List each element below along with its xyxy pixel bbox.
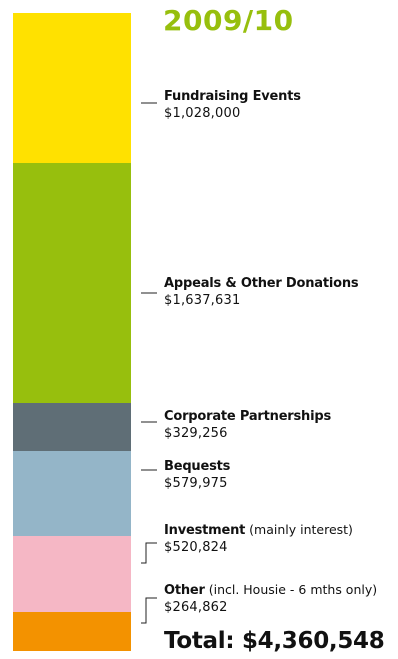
segment-name: Fundraising Events (164, 89, 301, 104)
segment-label: Investment (mainly interest) $520,824 (164, 521, 353, 556)
segment-label: Other (incl. Housie - 6 mths only) $264,8… (164, 581, 377, 616)
bar-segment (13, 403, 131, 452)
segment-value: $579,975 (164, 476, 228, 491)
segment-name: Other (164, 583, 205, 598)
bar-segment (13, 163, 131, 403)
segment-note: (mainly interest) (245, 522, 353, 537)
segment-name: Bequests (164, 459, 231, 474)
bar-segment (13, 13, 131, 164)
stacked-income-bar (13, 13, 131, 651)
segment-value: $264,862 (164, 600, 228, 615)
leader-bracket (141, 597, 157, 624)
bar-segment (13, 451, 131, 537)
segment-name: Appeals & Other Donations (164, 276, 359, 291)
segment-note: (incl. Housie - 6 mths only) (204, 582, 378, 597)
segment-value: $329,256 (164, 426, 228, 441)
segment-name: Corporate Partnerships (164, 409, 332, 424)
segment-value: $1,028,000 (164, 106, 241, 121)
segment-label: Fundraising Events $1,028,000 (164, 88, 301, 122)
segment-label: Bequests $579,975 (164, 458, 230, 492)
segment-name: Investment (164, 523, 246, 538)
segment-label: Appeals & Other Donations $1,637,631 (164, 275, 359, 309)
segment-value: $1,637,631 (164, 293, 241, 308)
leader-bracket (141, 542, 157, 564)
bar-segment (13, 536, 131, 613)
segment-label: Corporate Partnerships $329,256 (164, 408, 331, 442)
segment-value: $520,824 (164, 540, 228, 555)
bar-segment (13, 612, 131, 651)
chart-title: 2009/10 (163, 4, 294, 37)
total-label: Total: $4,360,548 (164, 628, 385, 654)
